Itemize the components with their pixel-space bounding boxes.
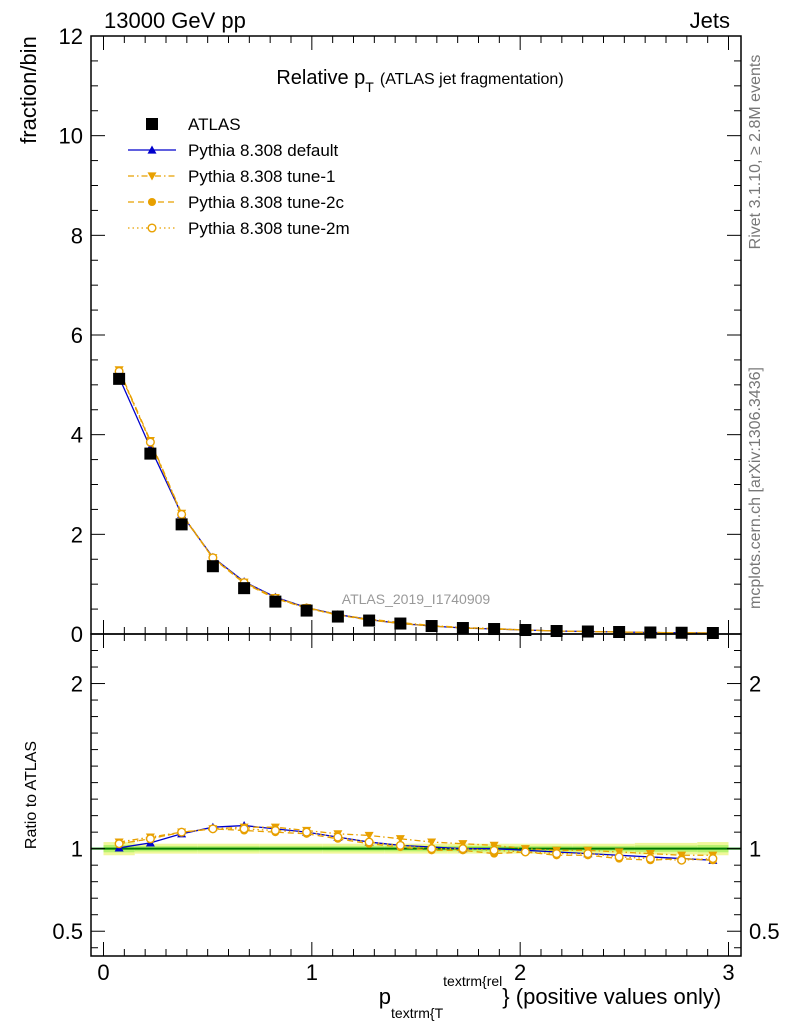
- ratio-point: [239, 824, 249, 834]
- data-point: [177, 509, 187, 519]
- data-point: [425, 620, 438, 633]
- ratio-tick-label: 1: [71, 837, 83, 862]
- data-point: [456, 622, 469, 635]
- y-tick-label: 12: [59, 24, 83, 49]
- ratio-axis-label: Ratio to ATLAS: [23, 741, 40, 849]
- data-point: [581, 625, 594, 638]
- y-tick-label: 8: [71, 223, 83, 248]
- y-tick-label: 4: [71, 423, 83, 448]
- legend-marker: [147, 145, 157, 154]
- ratio-tick-label: 0.5: [52, 919, 83, 944]
- analysis-watermark: ATLAS_2019_I1740909: [342, 591, 491, 607]
- ratio-point: [583, 849, 593, 859]
- data-point: [331, 610, 344, 623]
- data-point: [206, 560, 219, 573]
- ratio-point: [645, 854, 655, 864]
- mcplots-label: mcplots.cern.ch [arXiv:1306.3436]: [747, 367, 764, 609]
- ratio-point: [114, 839, 124, 849]
- data-point: [519, 624, 532, 637]
- chart-title: Relative pT (ATLAS jet fragmentation): [276, 67, 563, 95]
- ratio-point: [427, 844, 437, 854]
- ratio-point: [364, 837, 374, 847]
- data-point: [488, 623, 501, 636]
- legend-marker: [147, 172, 157, 181]
- data-point: [675, 626, 688, 639]
- legend-label: ATLAS: [188, 115, 241, 134]
- ratio-point: [302, 827, 312, 837]
- process-label: Jets: [690, 8, 730, 33]
- ratio-frame: [90, 633, 742, 957]
- ratio-tick-label-right: 0.5: [749, 919, 780, 944]
- data-point: [706, 627, 719, 640]
- data-point: [145, 437, 155, 447]
- data-point: [269, 595, 282, 608]
- legend: ATLAS Pythia 8.308 default Pythia 8.308 tu…: [128, 115, 350, 238]
- ratio-series-1: [114, 821, 718, 864]
- data-point: [363, 614, 376, 627]
- data-point: [644, 626, 657, 639]
- x-axis-label: ptextrm{Ttextrm{rel} (positive values on…: [379, 973, 721, 1021]
- legend-marker: [147, 223, 157, 233]
- ratio-line: [119, 828, 713, 861]
- y-axis-label: fraction/bin: [16, 36, 41, 144]
- y-tick-label: 10: [59, 124, 83, 149]
- ratio-point: [145, 834, 155, 844]
- x-tick-label: 1: [306, 960, 318, 985]
- y-tick-label: 0: [71, 622, 83, 647]
- data-point: [394, 617, 407, 630]
- data-point: [613, 626, 626, 639]
- ratio-tick-label: 2: [71, 672, 83, 697]
- ratio-point: [708, 854, 718, 864]
- legend-label: Pythia 8.308 default: [188, 141, 339, 160]
- ratio-point: [520, 847, 530, 857]
- legend-marker: [146, 118, 158, 130]
- ratio-point: [333, 832, 343, 842]
- legend-label: Pythia 8.308 tune-2c: [188, 193, 344, 212]
- x-tick-label: 3: [722, 960, 734, 985]
- y-tick-label: 6: [71, 323, 83, 348]
- legend-entry: Pythia 8.308 tune-1: [128, 167, 335, 186]
- ratio-point: [364, 831, 374, 840]
- data-point: [300, 604, 313, 617]
- ratio-point: [458, 844, 468, 854]
- data-point: [175, 518, 188, 531]
- data-point: [113, 372, 126, 385]
- ratio-line: [119, 824, 713, 861]
- rivet-label: Rivet 3.1.10, ≥ 2.8M events: [747, 55, 764, 250]
- ratio-point: [395, 835, 405, 844]
- ratio-tick-label-right: 2: [749, 672, 761, 697]
- legend-label: Pythia 8.308 tune-2m: [188, 219, 350, 238]
- ratio-point: [489, 845, 499, 855]
- ratio-point: [614, 852, 624, 862]
- legend-entry: Pythia 8.308 tune-2m: [128, 219, 350, 238]
- legend-entry: ATLAS: [146, 115, 241, 134]
- ratio-point: [677, 855, 687, 865]
- legend-entry: Pythia 8.308 default: [128, 141, 339, 160]
- data-point: [144, 447, 157, 460]
- x-tick-label: 2: [514, 960, 526, 985]
- legend-marker: [147, 197, 157, 207]
- legend-entry: Pythia 8.308 tune-2c: [128, 193, 344, 212]
- ratio-series-layer: [114, 821, 718, 865]
- x-tick-label: 0: [97, 960, 109, 985]
- ratio-tick-label-right: 1: [749, 837, 761, 862]
- ratio-series-4: [114, 824, 718, 865]
- energy-label: 13000 GeV pp: [104, 8, 246, 33]
- ratio-point: [552, 849, 562, 859]
- legend-label: Pythia 8.308 tune-1: [188, 167, 335, 186]
- y-tick-label: 2: [71, 522, 83, 547]
- ratio-point: [427, 838, 437, 847]
- ratio-point: [270, 825, 280, 836]
- data-point: [550, 625, 563, 638]
- ratio-point: [177, 827, 187, 837]
- data-point: [238, 582, 251, 595]
- ratio-point: [395, 840, 405, 850]
- ratio-point: [208, 824, 218, 834]
